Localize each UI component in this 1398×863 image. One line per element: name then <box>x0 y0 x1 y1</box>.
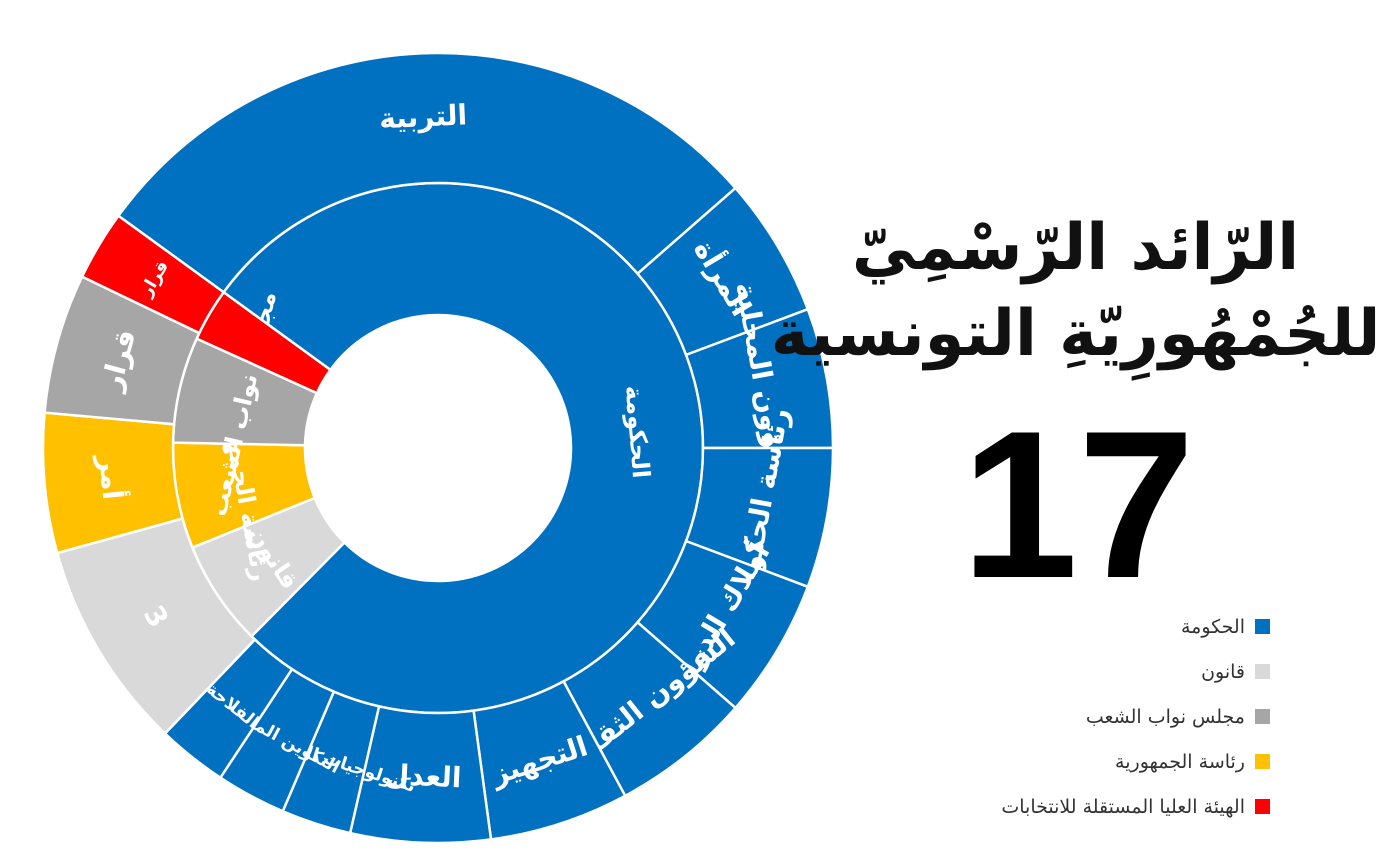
outer-ring-label-12: أمر <box>92 452 131 501</box>
outer-ring-label-7: العدل <box>384 758 462 794</box>
legend-swatch <box>1255 709 1270 724</box>
outer-ring-segment-14 <box>80 214 226 335</box>
legend-item-election-authority: الهيئة العليا المستقلة للانتخابات <box>930 784 1270 829</box>
legend-item-parliament: مجلس نواب الشعب <box>930 694 1270 739</box>
legend-label: الهيئة العليا المستقلة للانتخابات <box>1001 795 1245 818</box>
outer-ring-label-0: التربية <box>378 98 467 135</box>
legend-item-presidency: رئاسة الجمهورية <box>930 739 1270 784</box>
legend-label: مجلس نواب الشعب <box>1085 705 1245 728</box>
legend-swatch <box>1255 664 1270 679</box>
legend-label: رئاسة الجمهورية <box>1115 750 1245 773</box>
legend-item-law: قانون <box>930 649 1270 694</box>
legend-swatch <box>1255 619 1270 634</box>
gazette-title-line2: للجُمْهُورِيّةِ التونسية <box>770 296 1381 371</box>
gazette-title: الرّائد الرّسْمِيّ للجُمْهُورِيّةِ التون… <box>771 198 1381 383</box>
issue-count: 17 <box>961 387 1195 622</box>
legend-item-government: الحكومة <box>930 604 1270 649</box>
chart-legend: الحكومة قانون مجلس نواب الشعب رئاسة الجم… <box>930 604 1270 829</box>
legend-swatch <box>1255 754 1270 769</box>
outer-ring-segment-0 <box>116 51 738 294</box>
legend-swatch <box>1255 799 1270 814</box>
gazette-title-line1: الرّائد الرّسْمِيّ <box>851 210 1300 285</box>
legend-label: قانون <box>1201 660 1245 683</box>
legend-label: الحكومة <box>1180 615 1245 638</box>
